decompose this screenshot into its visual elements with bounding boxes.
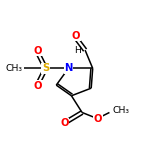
Text: H: H — [74, 46, 81, 55]
Text: S: S — [42, 63, 49, 73]
Text: CH₃: CH₃ — [112, 106, 130, 116]
Text: CH₃: CH₃ — [6, 64, 23, 73]
Text: O: O — [94, 114, 102, 124]
Text: O: O — [72, 31, 80, 41]
Text: O: O — [34, 46, 42, 56]
Text: O: O — [34, 81, 42, 91]
Text: O: O — [60, 118, 69, 128]
Text: N: N — [64, 63, 73, 73]
